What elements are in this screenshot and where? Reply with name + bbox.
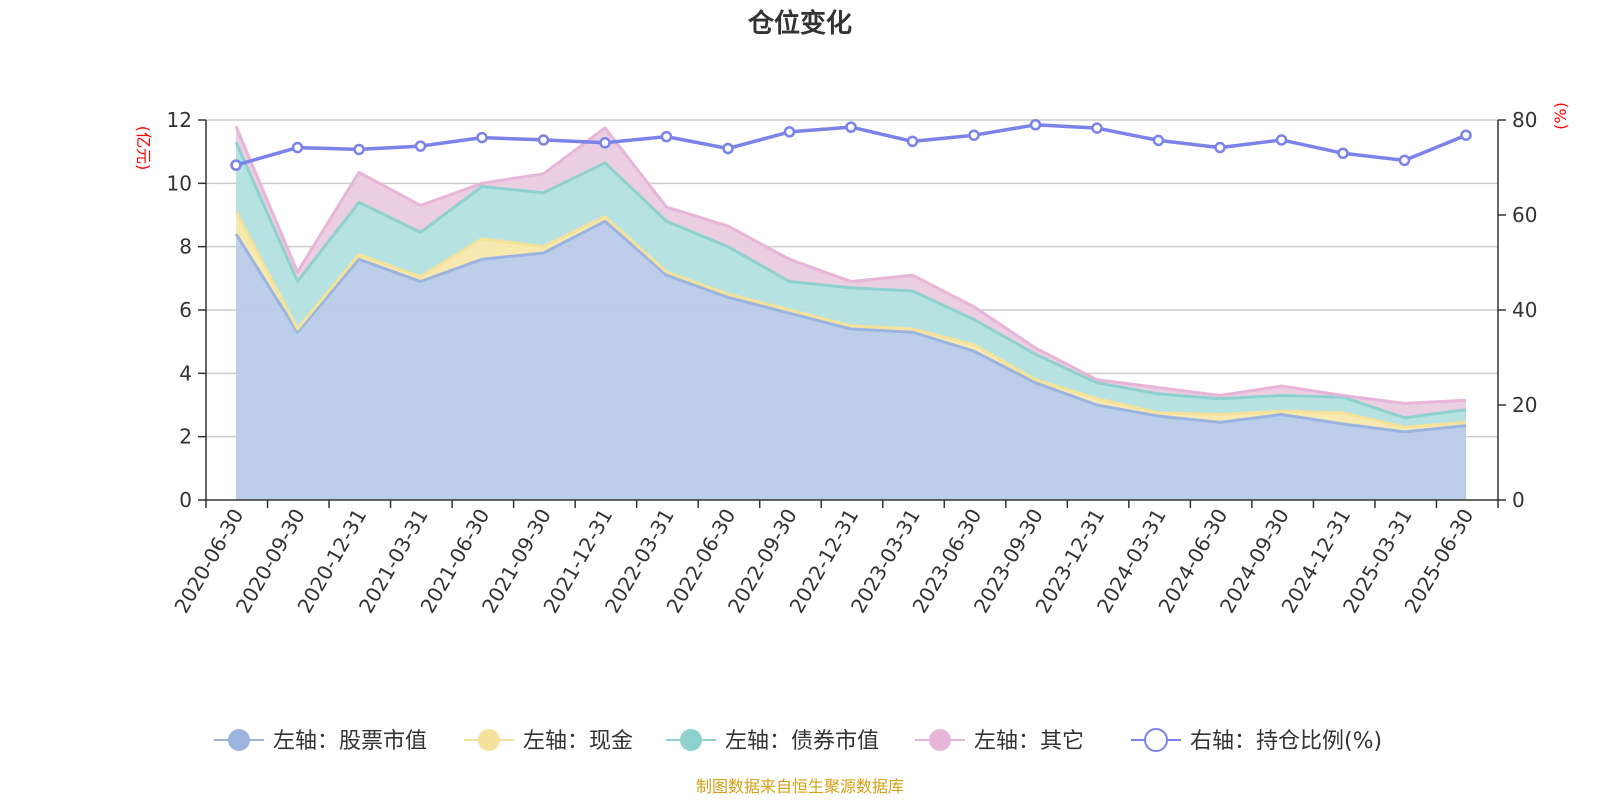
legend-item: 左轴：其它 [915,729,1084,754]
stacked-areas [234,125,1467,501]
legend-label: 左轴：股票市值 [273,729,427,754]
legend-item: 左轴：债券市值 [666,729,879,754]
ratio-point [414,140,427,152]
area-edge [234,125,1467,405]
ratio-point [968,129,980,141]
ratio-point [599,137,611,149]
legend-label: 左轴：现金 [523,729,633,754]
ratio-point [353,143,365,156]
area-fill [236,142,1466,428]
ratio-point [722,142,734,155]
right-tick-label: 0 [1512,488,1525,512]
chart-title: 仓位变化 [747,8,852,39]
left-tick-label: 2 [179,425,192,449]
ratio-point [783,126,796,138]
left-tick-label: 10 [167,171,192,195]
ratio-point [291,141,304,154]
ratio-point [1029,119,1042,131]
left-axis-unit: (亿元) [134,126,153,171]
legend: 左轴：股票市值 左轴：现金 左轴：债券市值 左轴：其它 右轴：持仓比例(%) [214,728,1382,754]
right-tick-label: 40 [1512,298,1537,322]
ratio-point [1275,134,1288,146]
ratio-point [476,131,488,144]
ratio-point [230,159,242,171]
legend-item: 右轴：持仓比例(%) [1131,728,1382,754]
right-tick-label: 20 [1512,393,1537,417]
legend-marker [228,729,250,751]
area-fill [236,221,1466,501]
area-edge [234,219,1467,434]
left-tick-label: 12 [167,108,192,132]
legend-label: 右轴：持仓比例(%) [1190,729,1382,754]
ratio-point [1460,129,1472,141]
ratio-point [660,130,673,143]
legend-marker [680,729,702,751]
ratio-point [845,121,857,133]
area-edge [234,141,1467,420]
ratio-point [906,135,919,148]
ratio-point [1337,147,1349,159]
right-axis-unit: (%) [1551,102,1570,130]
ratio-point [1091,122,1103,134]
area-edge [234,211,1467,429]
ratio-point [537,134,550,146]
ratio-point [1152,134,1165,147]
ratio-line [230,119,1472,171]
right-tick-label: 80 [1512,108,1537,132]
left-tick-label: 4 [179,361,192,385]
right-tick-label: 60 [1512,203,1537,227]
source-note: 制图数据来自恒生聚源数据库 [696,777,904,796]
ratio-point [1214,141,1226,154]
left-tick-label: 6 [179,298,192,322]
legend-marker [1144,728,1168,752]
left-tick-label: 0 [179,488,192,512]
legend-label: 左轴：债券市值 [725,729,879,754]
ratio-point [1398,154,1411,167]
legend-item: 左轴：现金 [464,729,633,754]
legend-item: 左轴：股票市值 [214,729,427,754]
legend-marker [929,729,951,751]
left-tick-label: 8 [179,235,192,259]
legend-label: 左轴：其它 [974,729,1084,754]
legend-marker [478,729,500,751]
